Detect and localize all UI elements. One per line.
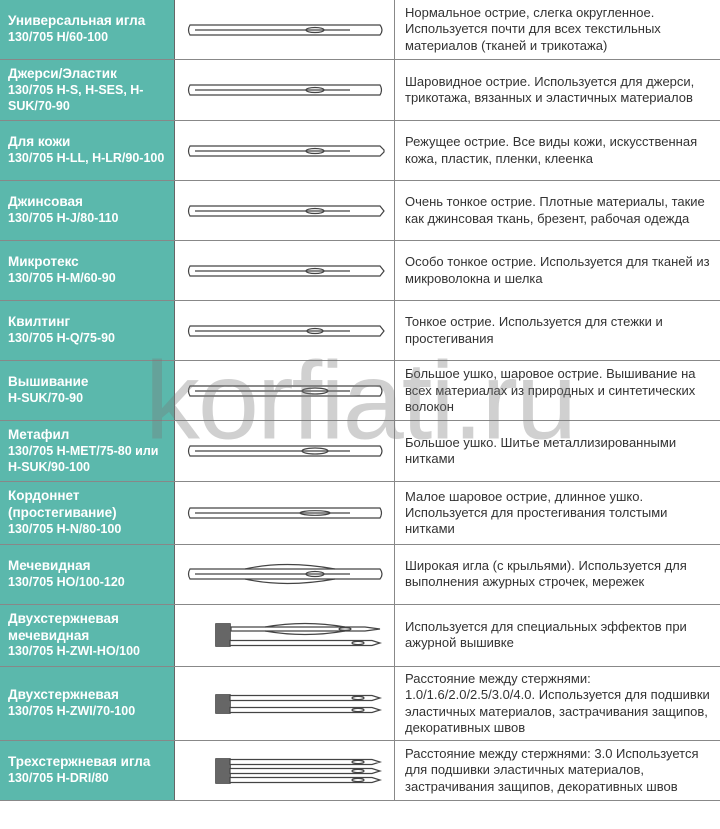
table-row: Для кожи130/705 H-LL, H-LR/90-100 Режущее… — [0, 121, 720, 181]
needle-label: Для кожи130/705 H-LL, H-LR/90-100 — [0, 121, 175, 180]
needle-spec: 130/705 H-S, H-SES, H-SUK/70-90 — [8, 83, 166, 114]
needle-label: Микротекс130/705 H-M/60-90 — [0, 241, 175, 300]
needle-title: Вышивание — [8, 374, 166, 391]
needle-description: Широкая игла (с крыльями). Используется … — [395, 545, 720, 604]
needle-spec: 130/705 H-ZWI-HO/100 — [8, 644, 166, 660]
table-row: Джерси/Эластик130/705 H-S, H-SES, H-SUK/… — [0, 60, 720, 121]
needle-title: Двухстержневая мечевидная — [8, 611, 166, 645]
needle-spec: 130/705 H-LL, H-LR/90-100 — [8, 151, 166, 167]
table-row: Универсальная игла130/705 H/60-100 Нормал… — [0, 0, 720, 60]
needle-diagram — [175, 545, 395, 604]
needle-label: Трехстержневая игла130/705 H-DRI/80 — [0, 741, 175, 800]
needle-description: Малое шаровое острие, длинное ушко. Испо… — [395, 482, 720, 543]
table-row: Трехстержневая игла130/705 H-DRI/80 Расст… — [0, 741, 720, 801]
needle-diagram — [175, 667, 395, 740]
needle-diagram — [175, 181, 395, 240]
needle-diagram — [175, 121, 395, 180]
needle-spec: 130/705 H/60-100 — [8, 30, 166, 46]
table-row: Мечевидная130/705 HO/100-120 Широкая игла… — [0, 545, 720, 605]
needle-label: Универсальная игла130/705 H/60-100 — [0, 0, 175, 59]
needle-spec: 130/705 HO/100-120 — [8, 575, 166, 591]
needle-label: Джерси/Эластик130/705 H-S, H-SES, H-SUK/… — [0, 60, 175, 120]
table-row: Джинсовая130/705 H-J/80-110 Очень тонкое … — [0, 181, 720, 241]
needle-title: Джинсовая — [8, 194, 166, 211]
needle-spec: 130/705 H-M/60-90 — [8, 271, 166, 287]
table-row: ВышиваниеH-SUK/70-90 Большое ушко, шарово… — [0, 361, 720, 421]
needle-description: Режущее острие. Все виды кожи, искусстве… — [395, 121, 720, 180]
table-row: Двухстержневая мечевидная130/705 H-ZWI-H… — [0, 605, 720, 667]
needle-description: Расстояние между стержнями: 3.0 Использу… — [395, 741, 720, 800]
needle-title: Микротекс — [8, 254, 166, 271]
needle-title: Джерси/Эластик — [8, 66, 166, 83]
needle-spec: H-SUK/70-90 — [8, 391, 166, 407]
table-row: Квилтинг130/705 H-Q/75-90 Тонкое острие. … — [0, 301, 720, 361]
needle-diagram — [175, 0, 395, 59]
needle-diagram — [175, 241, 395, 300]
needle-diagram — [175, 741, 395, 800]
needle-description: Шаровидное острие. Используется для джер… — [395, 60, 720, 120]
needle-diagram — [175, 60, 395, 120]
needle-description: Особо тонкое острие. Используется для тк… — [395, 241, 720, 300]
needle-spec: 130/705 H-J/80-110 — [8, 211, 166, 227]
needle-label: Джинсовая130/705 H-J/80-110 — [0, 181, 175, 240]
needle-title: Для кожи — [8, 134, 166, 151]
needle-table: Универсальная игла130/705 H/60-100 Нормал… — [0, 0, 720, 801]
needle-spec: 130/705 H-N/80-100 — [8, 522, 166, 538]
needle-label: Мечевидная130/705 HO/100-120 — [0, 545, 175, 604]
needle-title: Квилтинг — [8, 314, 166, 331]
needle-title: Трехстержневая игла — [8, 754, 166, 771]
needle-description: Используется для специальных эффектов пр… — [395, 605, 720, 666]
table-row: Метафил130/705 H-MET/75-80 или H-SUK/90-… — [0, 421, 720, 482]
needle-diagram — [175, 361, 395, 420]
needle-label: Метафил130/705 H-MET/75-80 или H-SUK/90-… — [0, 421, 175, 481]
needle-title: Кордоннет (простегивание) — [8, 488, 166, 522]
needle-title: Мечевидная — [8, 558, 166, 575]
needle-label: Кордоннет (простегивание)130/705 H-N/80-… — [0, 482, 175, 543]
needle-title: Метафил — [8, 427, 166, 444]
needle-diagram — [175, 421, 395, 481]
needle-description: Нормальное острие, слегка округленное. И… — [395, 0, 720, 59]
needle-spec: 130/705 H-ZWI/70-100 — [8, 704, 166, 720]
needle-diagram — [175, 301, 395, 360]
needle-label: Двухстержневая130/705 H-ZWI/70-100 — [0, 667, 175, 740]
needle-diagram — [175, 482, 395, 543]
table-row: Двухстержневая130/705 H-ZWI/70-100 Рассто… — [0, 667, 720, 741]
needle-title: Двухстержневая — [8, 687, 166, 704]
table-row: Кордоннет (простегивание)130/705 H-N/80-… — [0, 482, 720, 544]
needle-label: Двухстержневая мечевидная130/705 H-ZWI-H… — [0, 605, 175, 666]
needle-description: Очень тонкое острие. Плотные материалы, … — [395, 181, 720, 240]
needle-label: ВышиваниеH-SUK/70-90 — [0, 361, 175, 420]
needle-spec: 130/705 H-DRI/80 — [8, 771, 166, 787]
table-row: Микротекс130/705 H-M/60-90 Особо тонкое о… — [0, 241, 720, 301]
needle-description: Тонкое острие. Используется для стежки и… — [395, 301, 720, 360]
needle-spec: 130/705 H-Q/75-90 — [8, 331, 166, 347]
needle-spec: 130/705 H-MET/75-80 или H-SUK/90-100 — [8, 444, 166, 475]
needle-description: Большое ушко. Шитье металлизированными н… — [395, 421, 720, 481]
needle-description: Большое ушко, шаровое острие. Вышивание … — [395, 361, 720, 420]
needle-title: Универсальная игла — [8, 13, 166, 30]
needle-diagram — [175, 605, 395, 666]
needle-label: Квилтинг130/705 H-Q/75-90 — [0, 301, 175, 360]
needle-description: Расстояние между стержнями: 1.0/1.6/2.0/… — [395, 667, 720, 740]
